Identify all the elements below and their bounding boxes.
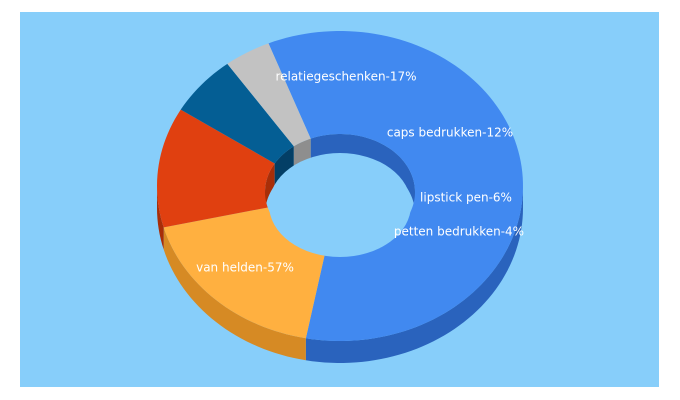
slice-van-helden[interactable] (268, 31, 523, 341)
slice-side-caps-bedrukken (157, 186, 164, 250)
slice-inner-wall-lipstick-pen (274, 146, 294, 186)
slice-lipstick-pen[interactable] (180, 63, 294, 164)
slice-label-van-helden: van helden-57% (196, 261, 294, 275)
slice-labels: van helden-57% relatiegeschenken-17% caps … (196, 70, 524, 275)
slice-petten-bedrukken[interactable] (227, 43, 311, 147)
slice-caps-bedrukken[interactable] (157, 109, 275, 228)
slice-inner-wall-caps-bedrukken (265, 163, 275, 214)
slice-side-relatiegeschenken (163, 227, 306, 361)
slice-label-relatiegeschenken: relatiegeschenken-17% (275, 70, 416, 84)
slice-tops (157, 31, 523, 341)
slice-side-van-helden (305, 186, 523, 363)
slice-label-petten-bedrukken: petten bedrukken-4% (394, 225, 524, 239)
slice-label-caps-bedrukken: caps bedrukken-12% (387, 126, 513, 140)
slice-relatiegeschenken[interactable] (163, 207, 327, 339)
donut-hole (269, 153, 411, 257)
slice-label-lipstick-pen: lipstick pen-6% (420, 191, 512, 205)
